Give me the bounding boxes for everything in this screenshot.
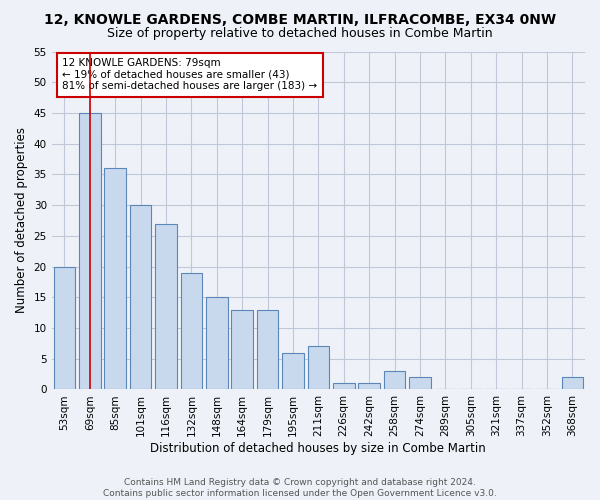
Bar xyxy=(333,384,355,390)
Bar xyxy=(409,377,431,390)
Bar xyxy=(104,168,126,390)
Text: 12 KNOWLE GARDENS: 79sqm
← 19% of detached houses are smaller (43)
81% of semi-d: 12 KNOWLE GARDENS: 79sqm ← 19% of detach… xyxy=(62,58,317,92)
Text: Size of property relative to detached houses in Combe Martin: Size of property relative to detached ho… xyxy=(107,28,493,40)
Bar xyxy=(181,272,202,390)
Y-axis label: Number of detached properties: Number of detached properties xyxy=(15,128,28,314)
Bar xyxy=(130,205,151,390)
Bar xyxy=(53,266,75,390)
Bar xyxy=(79,113,101,390)
Text: Contains HM Land Registry data © Crown copyright and database right 2024.
Contai: Contains HM Land Registry data © Crown c… xyxy=(103,478,497,498)
Bar xyxy=(358,384,380,390)
Bar xyxy=(282,352,304,390)
Bar xyxy=(257,310,278,390)
Text: 12, KNOWLE GARDENS, COMBE MARTIN, ILFRACOMBE, EX34 0NW: 12, KNOWLE GARDENS, COMBE MARTIN, ILFRAC… xyxy=(44,12,556,26)
Bar xyxy=(562,377,583,390)
Bar xyxy=(232,310,253,390)
Bar xyxy=(308,346,329,390)
Bar xyxy=(384,371,406,390)
Bar xyxy=(155,224,177,390)
Bar xyxy=(206,298,227,390)
X-axis label: Distribution of detached houses by size in Combe Martin: Distribution of detached houses by size … xyxy=(151,442,486,455)
